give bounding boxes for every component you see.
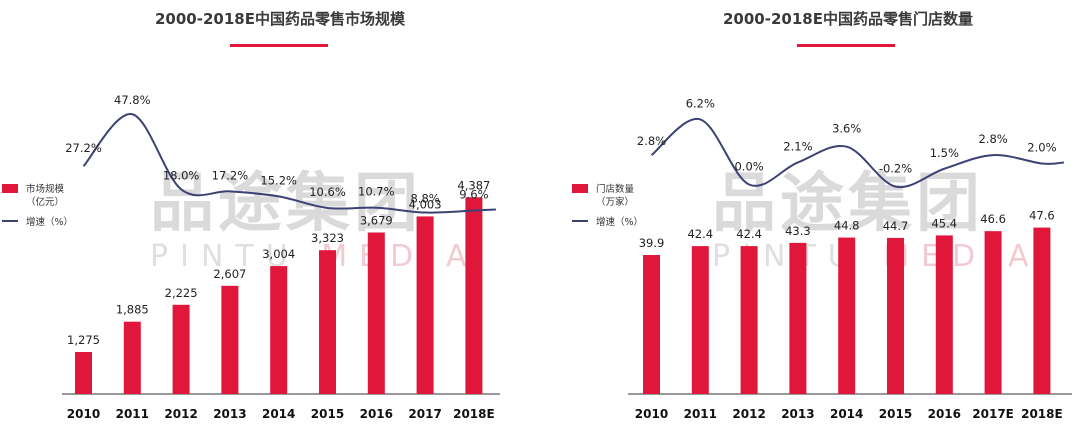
chart-title: 2000-2018E中国药品零售门店数量 <box>723 10 973 28</box>
growth-value-label: 9.6% <box>459 188 488 202</box>
bar <box>367 232 385 394</box>
growth-value-label: 2.8% <box>978 132 1007 146</box>
bar-value-label: 39.9 <box>639 236 665 250</box>
bar <box>221 285 239 394</box>
bar <box>887 237 904 394</box>
watermark-left: 品途集团 PINTU MEDIA <box>150 167 479 274</box>
chart-market-size: 2000-2018E中国药品零售市场规模 市场规模 （亿元） 增速（%） 1,2… <box>2 10 500 421</box>
legend: 市场规模 （亿元） 增速（%） <box>2 183 73 228</box>
legend-line-label: 增速（%） <box>26 216 73 228</box>
growth-value-label: -0.2% <box>879 162 912 176</box>
bar-value-label: 2,225 <box>165 286 198 300</box>
bar <box>1033 227 1051 394</box>
x-tick-label: 2017 <box>408 407 441 421</box>
x-tick-label: 2015 <box>879 407 912 421</box>
growth-value-label: 10.6% <box>309 185 346 199</box>
growth-value-label: 15.2% <box>260 173 297 187</box>
growth-value-label: 0.0% <box>734 160 763 174</box>
title-underline <box>230 44 328 47</box>
bar-value-label: 1,885 <box>116 303 149 317</box>
x-tick-label: 2012 <box>164 407 197 421</box>
legend-bar-swatch <box>572 184 588 193</box>
bar <box>416 216 434 394</box>
growth-value-label: 2.1% <box>783 139 812 153</box>
bar-value-label: 4,387 <box>457 178 490 192</box>
bar <box>984 231 1002 394</box>
legend-bar-unit: （万家） <box>596 196 634 208</box>
bar <box>319 250 336 394</box>
growth-value-label: 10.7% <box>358 185 395 199</box>
chart-title: 2000-2018E中国药品零售市场规模 <box>155 10 406 28</box>
bar-value-label: 45.4 <box>931 216 957 230</box>
bar <box>691 246 709 394</box>
growth-value-label: 27.2% <box>65 141 102 155</box>
bar-value-label: 44.8 <box>834 219 860 233</box>
legend-bar-label: 门店数量 <box>596 183 635 195</box>
legend-bar-unit: （亿元） <box>26 196 64 208</box>
bar-value-label: 4,003 <box>409 197 442 211</box>
bar-value-label: 42.4 <box>687 227 713 241</box>
bar <box>123 321 141 394</box>
bar-value-label: 3,323 <box>311 231 344 245</box>
x-tick-label: 2011 <box>116 407 149 421</box>
bar-value-label: 46.6 <box>980 212 1006 226</box>
bar <box>270 266 288 394</box>
legend-line-label: 增速（%） <box>596 216 643 228</box>
chart-store-count: 2000-2018E中国药品零售门店数量 门店数量 （万家） 增速（%） 39.… <box>572 10 1072 421</box>
x-tick-label: 2011 <box>684 407 717 421</box>
growth-value-label: 17.2% <box>212 168 249 182</box>
bar-value-label: 42.4 <box>736 227 762 241</box>
bar <box>75 352 92 394</box>
x-tick-label: 2015 <box>311 407 344 421</box>
x-tick-label: 2014 <box>830 407 863 421</box>
growth-line <box>82 113 496 214</box>
bar-value-label: 44.7 <box>883 219 909 233</box>
growth-value-label: 3.6% <box>832 122 861 136</box>
bar-value-label: 2,607 <box>213 267 246 281</box>
bar <box>465 197 483 394</box>
bar-value-label: 47.6 <box>1029 209 1055 223</box>
growth-value-label: 8.8% <box>410 192 439 206</box>
x-tick-label: 2010 <box>67 407 100 421</box>
bar-value-label: 3,004 <box>262 247 295 261</box>
growth-value-label: 1.5% <box>930 146 959 160</box>
growth-value-label: 47.8% <box>114 93 151 107</box>
watermark-main: 品途集团 <box>150 167 422 241</box>
bar <box>789 242 807 394</box>
chart-marks: 39.9 2010 42.4 2011 42.4 2012 43.3 2013 44.8 2014… <box>635 96 1064 421</box>
chart-marks: 1,275 2010 1,885 2011 2,225 2012 2,607 2013 3,00… <box>65 93 496 421</box>
x-tick-label: 2016 <box>928 407 961 421</box>
growth-value-label: 18.0% <box>163 168 200 182</box>
x-tick-label: 2013 <box>213 407 246 421</box>
x-tick-label: 2016 <box>360 407 393 421</box>
x-tick-label: 2012 <box>732 407 765 421</box>
growth-line <box>650 118 1064 189</box>
x-tick-label: 2010 <box>635 407 668 421</box>
x-tick-label: 2017E <box>972 407 1014 421</box>
title-underline <box>797 44 895 47</box>
legend: 门店数量 （万家） 增速（%） <box>572 183 643 228</box>
legend-bar-swatch <box>2 184 18 193</box>
x-tick-label: 2014 <box>262 407 295 421</box>
bar <box>838 237 856 394</box>
x-tick-label: 2018E <box>1021 407 1063 421</box>
bar-value-label: 3,679 <box>360 214 393 228</box>
bar <box>935 235 953 394</box>
x-tick-label: 2013 <box>781 407 814 421</box>
growth-value-label: 6.2% <box>686 96 715 110</box>
watermark-main: 品途集团 <box>712 167 984 241</box>
bar-value-label: 43.3 <box>785 224 811 238</box>
watermark-sub-b: MEDIA <box>321 239 478 274</box>
bar <box>643 255 660 394</box>
svg-text:PINTU MEDIA: PINTU MEDIA <box>150 239 479 274</box>
growth-value-label: 2.8% <box>637 134 666 148</box>
growth-value-label: 2.0% <box>1027 141 1056 155</box>
bar <box>740 246 758 394</box>
x-tick-label: 2018E <box>453 407 495 421</box>
watermark-sub-b: MEDIA <box>883 239 1040 274</box>
bar-value-label: 1,275 <box>67 333 100 347</box>
legend-bar-label: 市场规模 <box>26 183 65 195</box>
bar <box>172 304 190 394</box>
